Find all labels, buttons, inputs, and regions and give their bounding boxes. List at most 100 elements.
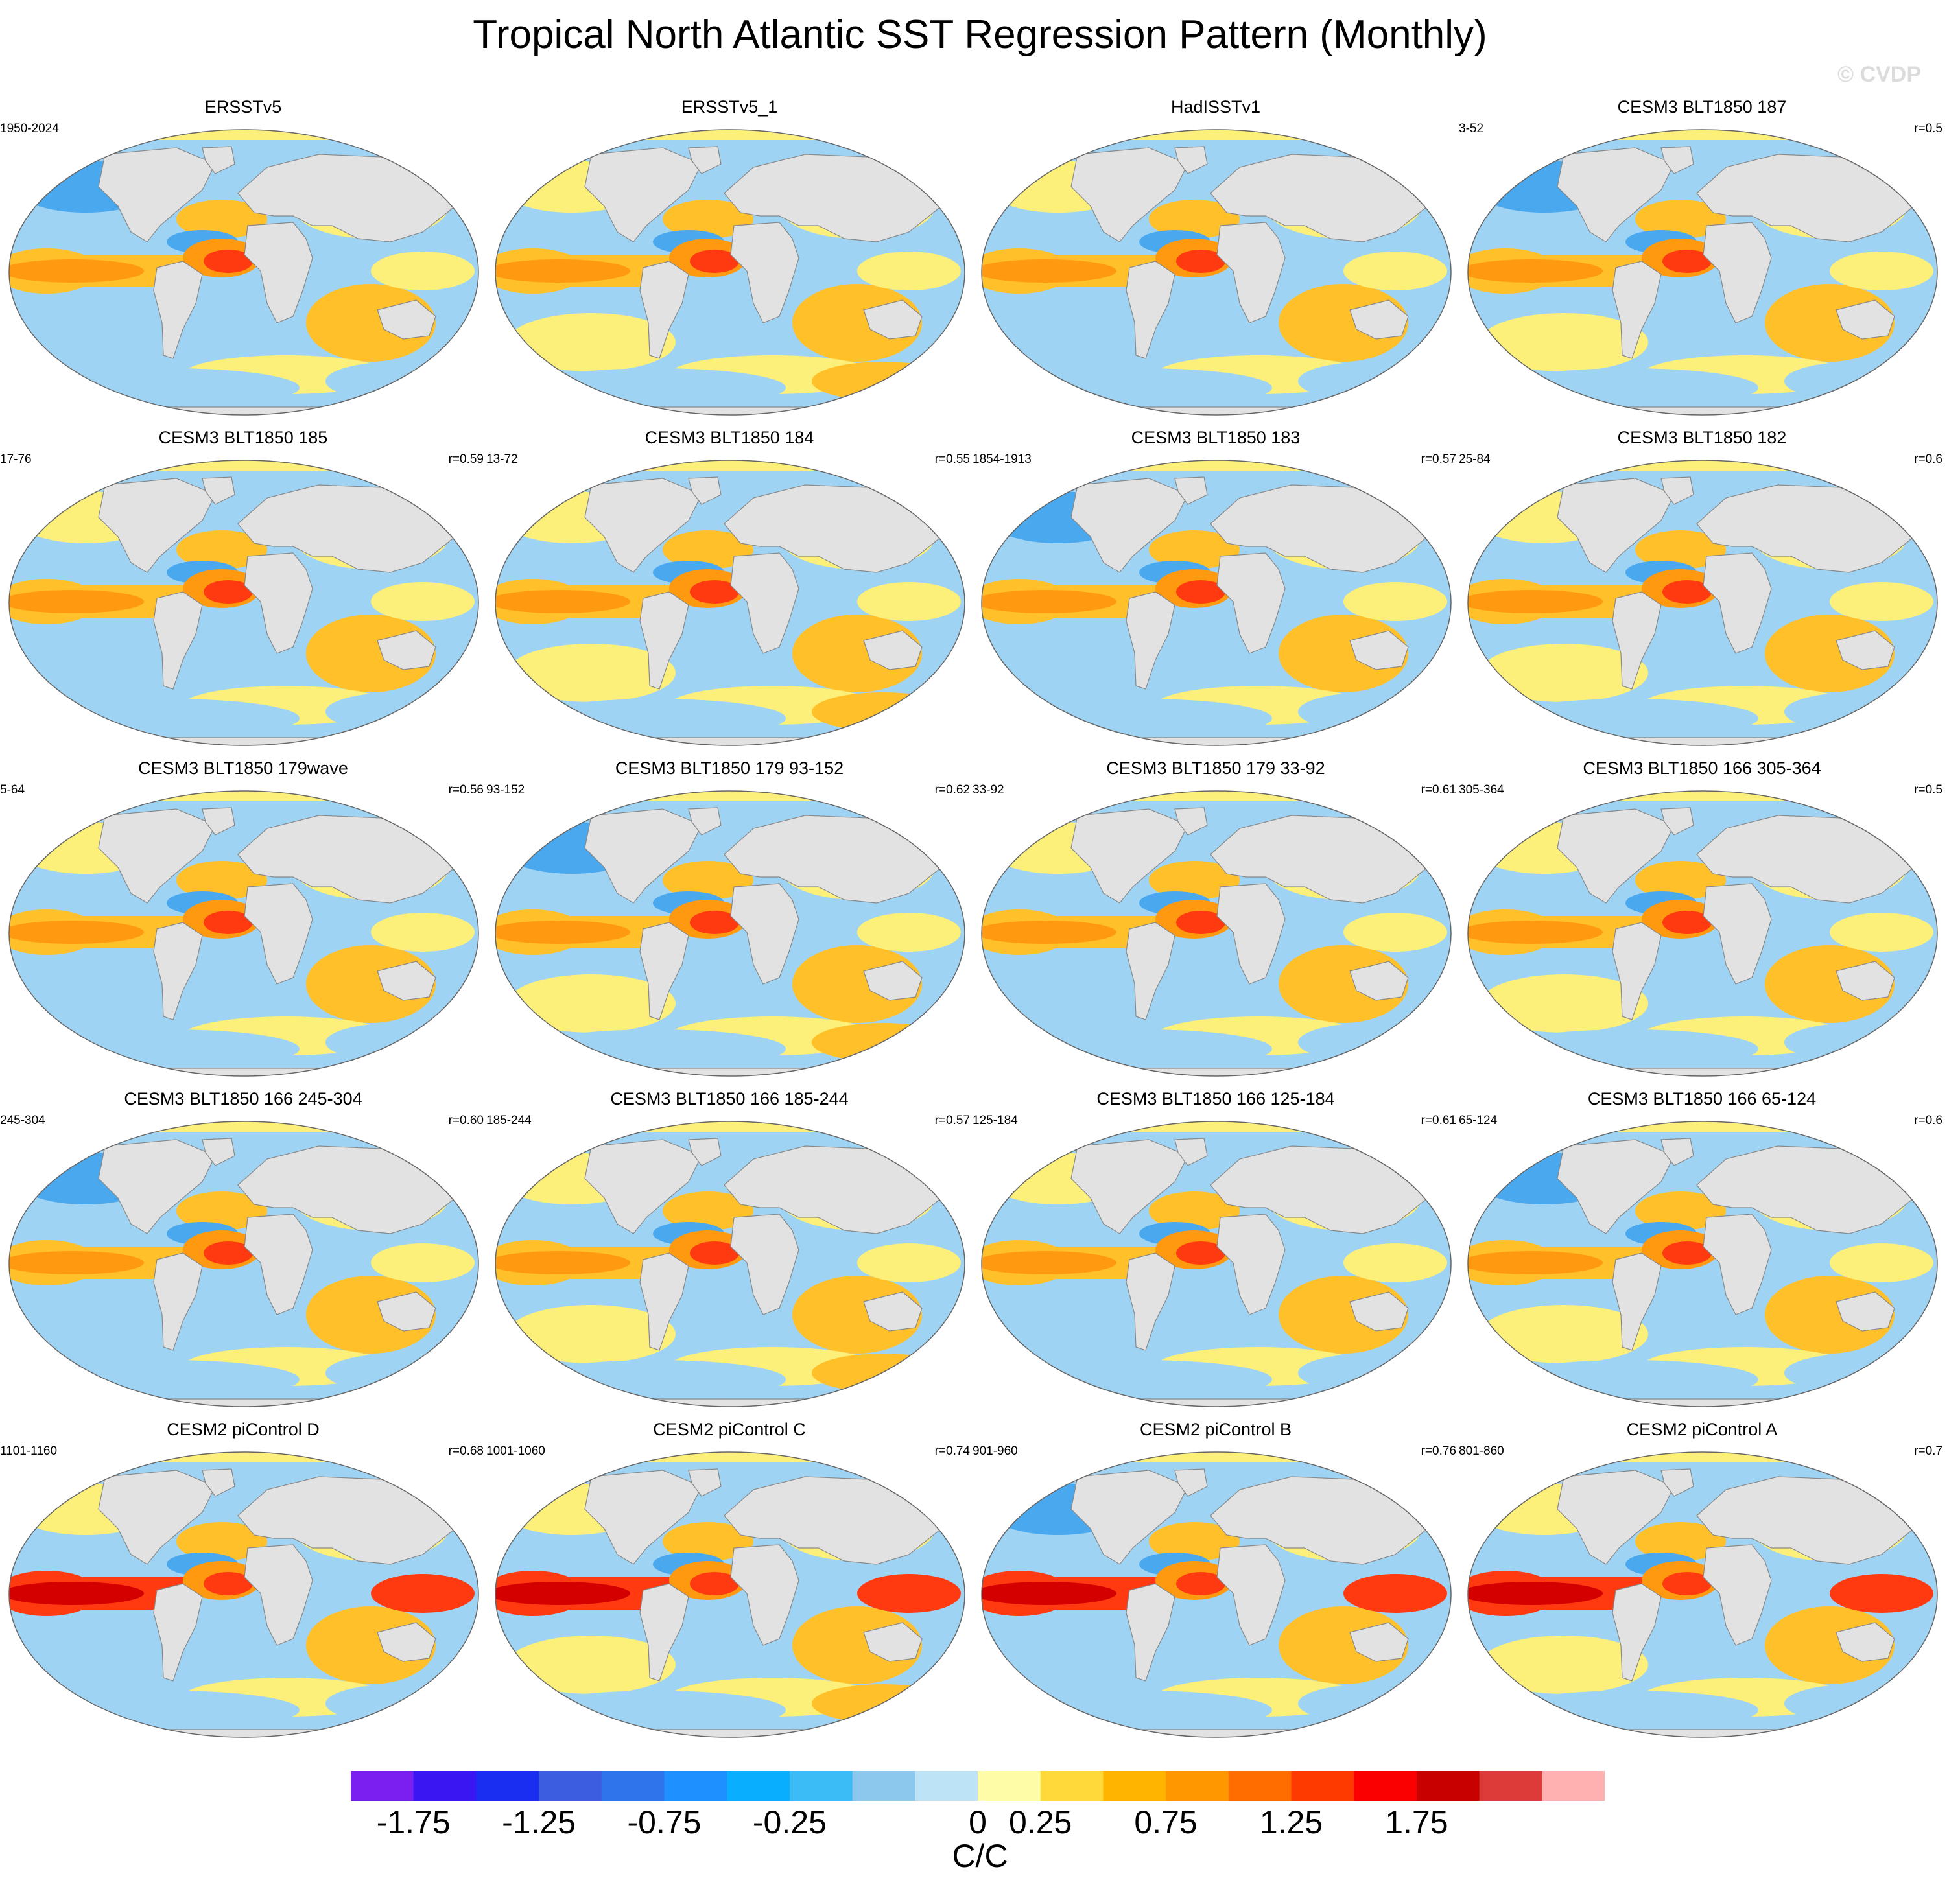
land-mass xyxy=(377,630,436,670)
equatorial-core xyxy=(495,259,630,283)
sst-anomaly-region xyxy=(507,1305,676,1363)
sst-anomaly-region xyxy=(857,1574,961,1613)
land-mass xyxy=(1696,1145,1915,1234)
land-mass xyxy=(730,883,799,985)
sst-anomaly-region xyxy=(1298,362,1441,401)
panel-correlation: r=0.5 xyxy=(1914,783,1942,797)
sst-anomaly-region xyxy=(325,362,468,401)
globe-outline xyxy=(495,129,965,416)
panel-title: HadISSTv1 xyxy=(1170,97,1261,117)
colorbar-swatch xyxy=(1103,1771,1166,1801)
sst-anomaly-region xyxy=(993,1636,1162,1694)
land-mass xyxy=(730,1544,799,1646)
subpolar-atlantic-warm xyxy=(176,200,267,239)
map-panel: CESM3 BLT1850 166 185-244 185-244 r=0.57 xyxy=(486,1089,973,1413)
land-mass xyxy=(863,1622,923,1662)
cvdp-watermark: © CVDP xyxy=(1837,62,1921,87)
land-mass xyxy=(1210,1145,1428,1234)
panel-title: CESM3 BLT1850 166 125-184 xyxy=(1096,1089,1335,1109)
map-panel: CESM2 piControl B 901-960 r=0.76 xyxy=(973,1420,1459,1744)
tropical-atlantic-core xyxy=(1176,250,1225,273)
land-mass xyxy=(1070,1470,1188,1565)
panel-period: 1101-1160 xyxy=(0,1444,58,1458)
land-mass xyxy=(1174,476,1208,505)
land-mass xyxy=(724,1476,942,1565)
land-mass xyxy=(244,1544,313,1646)
globe-outline xyxy=(1467,129,1938,416)
panel-title: ERSSTv5_1 xyxy=(681,97,778,117)
equatorial-core xyxy=(495,590,630,613)
tropical-atlantic-core xyxy=(1662,1572,1712,1595)
land-mass xyxy=(1703,1544,1772,1646)
land-mass xyxy=(688,476,722,505)
colorbar-tick-label: 0.75 xyxy=(1134,1804,1198,1840)
map-panel: CESM2 piControl A 801-860 r=0.7 xyxy=(1459,1420,1945,1744)
panel-title: ERSSTv5 xyxy=(204,97,282,117)
globe-outline xyxy=(981,1121,1452,1407)
land-mass xyxy=(639,591,689,690)
colorbar-swatch xyxy=(664,1771,727,1801)
map-panel: CESM3 BLT1850 166 125-184 125-184 r=0.61 xyxy=(973,1089,1459,1413)
land-mass xyxy=(377,299,436,340)
panel-correlation: r=0.56 xyxy=(448,783,484,797)
land-mass xyxy=(237,154,456,242)
equatorial-core xyxy=(1468,259,1603,283)
sst-anomaly-region xyxy=(371,1243,475,1282)
subpolar-atlantic-warm xyxy=(176,861,267,900)
sst-anomaly-region xyxy=(1343,252,1447,290)
land-mass xyxy=(153,1583,203,1682)
panel-title: CESM3 BLT1850 187 xyxy=(1617,97,1787,117)
panel-title: CESM3 BLT1850 184 xyxy=(644,428,814,447)
panel-title: CESM3 BLT1850 179 93-152 xyxy=(615,758,844,778)
sst-anomaly-region xyxy=(371,1574,475,1613)
land-mass xyxy=(1703,222,1772,323)
land-mass xyxy=(1216,222,1286,323)
map-panel: ERSSTv5_1 xyxy=(486,97,973,421)
sst-anomaly-region xyxy=(993,313,1162,371)
tropical-atlantic-core xyxy=(690,1241,739,1265)
land-mass xyxy=(1557,808,1675,904)
land-mass xyxy=(1126,261,1175,359)
panel-period: 13-72 xyxy=(486,452,518,466)
panel-correlation: r=0.57 xyxy=(1421,452,1456,466)
tropical-atlantic-core xyxy=(1662,911,1712,934)
colorbar-swatch xyxy=(852,1771,915,1801)
panel-title: CESM3 BLT1850 166 65-124 xyxy=(1587,1089,1817,1109)
land-mass xyxy=(1660,146,1694,174)
sst-anomaly-region xyxy=(1784,692,1927,731)
colorbar-tick-label: 1.25 xyxy=(1259,1804,1323,1840)
tropical-atlantic-core xyxy=(204,911,253,934)
sst-anomaly-region xyxy=(812,692,954,731)
panel-correlation: r=0.6 xyxy=(1914,452,1942,466)
sst-anomaly-region xyxy=(1784,362,1927,401)
sst-anomaly-region xyxy=(507,644,676,702)
sst-anomaly-region xyxy=(1343,582,1447,621)
panel-period: 1950-2024 xyxy=(0,122,59,135)
sst-field xyxy=(9,791,478,1076)
sst-anomaly-region xyxy=(857,913,961,952)
panel-period: 185-244 xyxy=(486,1114,532,1127)
subpolar-atlantic-warm xyxy=(1149,200,1240,239)
panel-period: 17-76 xyxy=(0,452,32,466)
tropical-atlantic-core xyxy=(204,1572,253,1595)
land-mass xyxy=(377,1291,436,1332)
land-mass xyxy=(724,815,942,904)
globe-outline xyxy=(8,129,479,416)
land-mass xyxy=(1696,484,1915,573)
map-panel: CESM2 piControl C 1001-1060 r=0.74 xyxy=(486,1420,973,1744)
panel-title: CESM2 piControl A xyxy=(1626,1420,1778,1439)
land-mass xyxy=(584,1470,702,1565)
tropical-atlantic-core xyxy=(690,580,739,604)
sst-anomaly-region xyxy=(1298,1354,1441,1392)
equatorial-core xyxy=(982,590,1116,613)
panel-correlation: r=0.7 xyxy=(1914,1444,1942,1458)
panel-title: CESM3 BLT1850 183 xyxy=(1131,428,1301,447)
land-mass xyxy=(584,147,702,242)
panel-period: 1854-1913 xyxy=(973,452,1032,466)
panel-period: 801-860 xyxy=(1459,1444,1504,1458)
land-mass xyxy=(1126,1583,1175,1682)
land-mass xyxy=(1836,630,1895,670)
globe-outline xyxy=(981,790,1452,1077)
land-mass xyxy=(1612,591,1662,690)
subpolar-atlantic-warm xyxy=(1635,530,1726,569)
